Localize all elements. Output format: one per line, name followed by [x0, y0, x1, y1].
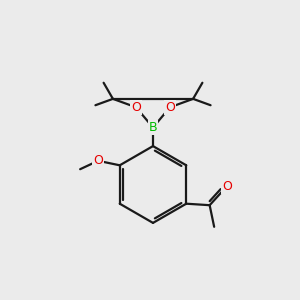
Text: O: O — [131, 101, 141, 114]
Text: O: O — [93, 154, 103, 167]
Text: O: O — [165, 101, 175, 114]
Text: O: O — [222, 180, 232, 193]
Text: B: B — [149, 121, 157, 134]
